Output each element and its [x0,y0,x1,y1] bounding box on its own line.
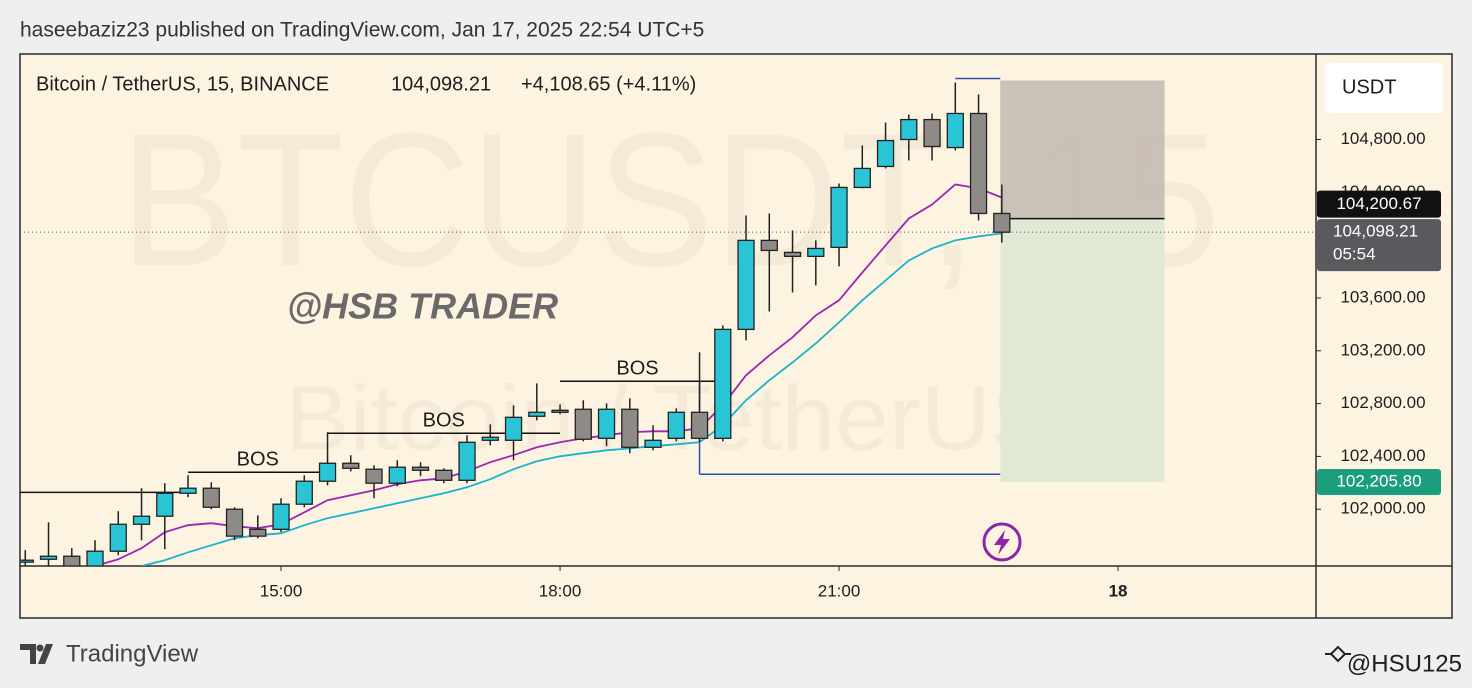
candle-body [853,167,871,189]
candle-body [946,112,964,149]
candle-body [342,462,360,469]
candle-body [272,503,290,530]
y-tick-label: 102,800.00 [1340,393,1425,412]
legend-change: +4,108.65 (+4.11%) [521,73,696,95]
publisher-header: haseebaziz23 published on TradingView.co… [20,19,704,42]
footer-handle: @HSU125 [1347,650,1462,677]
candle-body [109,523,127,552]
target-price-label: 102,205.80 [1336,472,1421,491]
ma-line [141,232,1002,566]
last-price-label: 104,098.21 [1333,222,1418,241]
handle-icon [1325,645,1351,663]
target-price-tag [1317,469,1441,496]
candle-body [621,408,639,448]
y-tick-label: 104,800.00 [1340,129,1425,148]
y-tick-label: 102,400.00 [1340,446,1425,465]
candle-body [876,139,895,168]
candle-body [481,436,499,441]
y-tick-label: 102,000.00 [1340,499,1425,518]
legend-price: 104,098.21 [391,73,491,95]
author-annotation: @HSB TRADER [287,286,558,327]
y-tick-label: 103,600.00 [1340,287,1425,306]
candle-body [900,118,918,141]
currency-label[interactable]: USDT [1342,76,1396,98]
x-tick-label: 15:00 [260,581,303,600]
tradingview-logo [20,644,53,664]
candle-body [690,411,709,439]
legend-symbol: Bitcoin / TetherUS, 15, BINANCE [36,73,329,95]
candle-body [993,212,1011,233]
entry-price-label: 104,200.67 [1336,194,1421,213]
y-tick-label: 103,200.00 [1340,340,1425,359]
currency-button[interactable] [1325,63,1443,113]
candle-body [249,528,267,537]
candle-body [388,466,406,484]
candle-body [179,487,197,494]
candle-body [86,550,104,566]
candle-body [783,251,802,258]
stop-zone [1000,80,1165,219]
candle-body [807,247,825,258]
plot-layer [20,77,1316,566]
candle-body [39,555,58,560]
candle-body [969,112,988,215]
candle-body [435,469,453,481]
candle-body [411,466,430,471]
x-tick-label: 18:00 [539,581,582,600]
candle-body [760,239,778,252]
candle-body [156,492,174,517]
footer-brand: TradingView [66,640,199,667]
candle-body [923,118,941,148]
candle-body [551,409,569,413]
x-tick-label: 21:00 [818,581,861,600]
target-zone [1000,218,1165,483]
candle-body [597,408,616,439]
candle-body [714,328,732,439]
ma-line [94,183,1003,566]
candle-body [132,515,151,525]
last-price-tag [1317,219,1441,272]
candle-body [458,441,476,481]
entry-price-tag [1317,190,1441,218]
countdown-label: 05:54 [1333,245,1376,264]
candle-body [318,462,337,482]
chart-frame [19,53,1453,619]
candle-body [63,555,81,566]
candle-body [830,186,848,249]
candle-body [644,439,662,448]
candle-body [504,416,523,441]
candle-body [574,408,592,440]
candle-body [737,239,755,331]
candle-body [20,559,34,563]
candle-body [667,411,685,439]
candle-body [225,508,244,537]
candle-body [202,487,220,508]
lightning-icon [982,522,1022,562]
bos-label: BOS [237,449,279,471]
candle-body [528,411,546,417]
x-tick-label: 18 [1109,581,1128,600]
candle-body [365,468,383,484]
bos-label: BOS [423,410,465,432]
candle-body [295,480,313,505]
bos-label: BOS [616,358,658,380]
